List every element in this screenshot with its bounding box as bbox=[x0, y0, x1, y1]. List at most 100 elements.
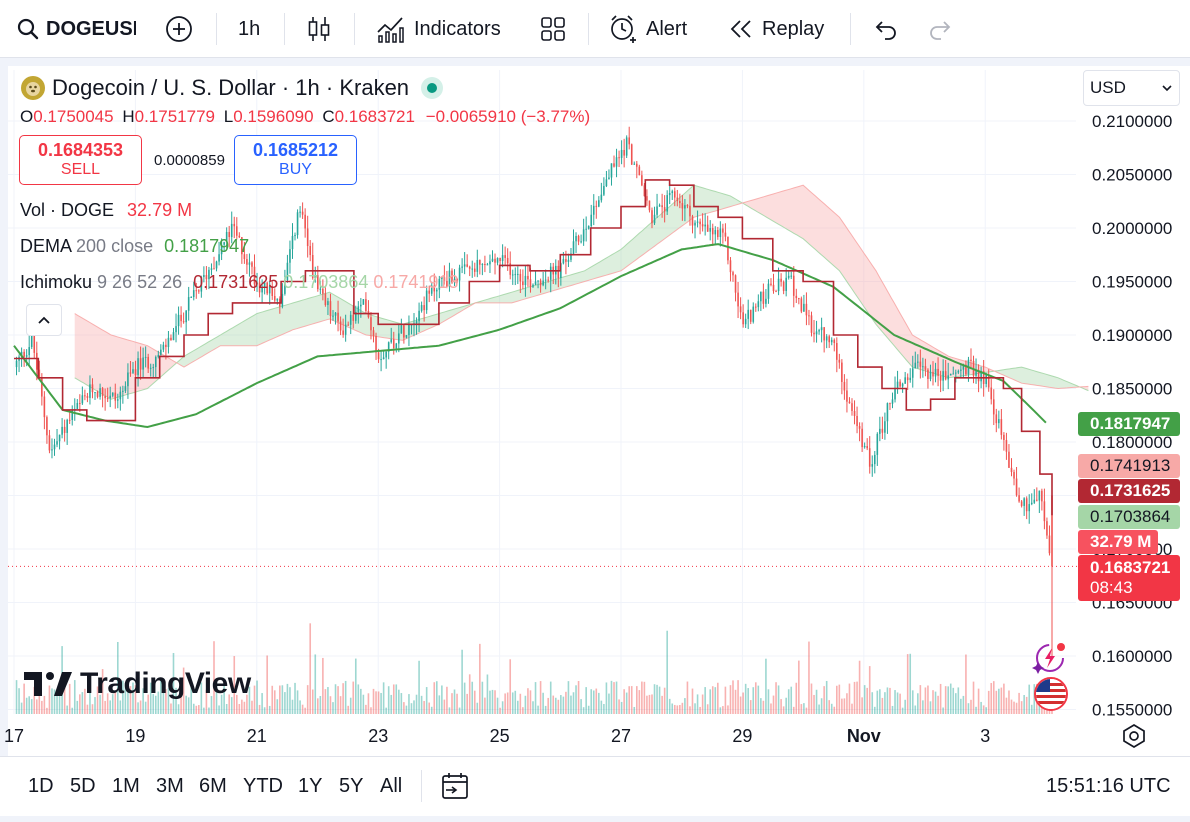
candle bbox=[658, 203, 661, 207]
legend-title[interactable]: Dogecoin / U. S. Dollar · 1h · Kraken bbox=[52, 75, 410, 100]
candle bbox=[420, 301, 423, 313]
interval-button[interactable]: 1h bbox=[238, 10, 260, 48]
volume-bar bbox=[134, 684, 137, 714]
axis-settings-button[interactable] bbox=[1120, 722, 1148, 750]
range-5y[interactable]: 5Y bbox=[339, 775, 364, 797]
candle bbox=[1005, 432, 1008, 460]
candle bbox=[527, 264, 529, 287]
candle bbox=[99, 383, 101, 400]
candle bbox=[111, 392, 114, 398]
currency-select[interactable]: USD bbox=[1083, 70, 1180, 106]
chart-type-button[interactable] bbox=[306, 10, 332, 48]
volume-bar bbox=[749, 700, 752, 714]
candle bbox=[210, 263, 213, 276]
volume-bar bbox=[656, 684, 658, 714]
volume-bar bbox=[891, 705, 894, 714]
economic-events-button[interactable] bbox=[1034, 677, 1068, 711]
low-value: 0.1596090 bbox=[233, 107, 314, 126]
volume-bar bbox=[985, 707, 987, 714]
goto-date-button[interactable] bbox=[440, 771, 470, 806]
alert-label: Alert bbox=[646, 17, 688, 40]
candle bbox=[106, 387, 109, 403]
candle bbox=[1028, 494, 1031, 524]
buy-button[interactable]: 0.1685212 BUY bbox=[234, 135, 357, 185]
candle bbox=[243, 241, 246, 264]
collapse-legend-button[interactable] bbox=[26, 304, 62, 336]
volume-bar bbox=[413, 700, 415, 714]
volume-bar bbox=[547, 697, 549, 714]
undo-button[interactable] bbox=[872, 10, 898, 48]
time-axis: 17 19 21 23 25 27 29 Nov 3 bbox=[4, 565, 1078, 746]
range-3m[interactable]: 3M bbox=[156, 775, 184, 797]
range-ytd[interactable]: YTD bbox=[243, 775, 283, 797]
utc-clock[interactable]: 15:51:16 UTC bbox=[1046, 775, 1171, 797]
range-1y[interactable]: 1Y bbox=[298, 775, 323, 797]
candle bbox=[1043, 488, 1046, 530]
volume-bar bbox=[537, 705, 539, 714]
candle bbox=[43, 391, 46, 430]
candle bbox=[438, 275, 441, 299]
candle bbox=[613, 155, 615, 168]
volume-bar bbox=[400, 693, 403, 714]
volume-bar bbox=[876, 690, 879, 714]
candle bbox=[322, 279, 324, 301]
candle bbox=[271, 280, 274, 300]
range-5d[interactable]: 5D bbox=[70, 775, 96, 797]
candle bbox=[547, 276, 549, 283]
alert-button[interactable]: Alert bbox=[608, 10, 687, 48]
chart-pane[interactable] bbox=[8, 66, 1190, 816]
replay-button[interactable]: Replay bbox=[728, 10, 824, 48]
alarm-clock-icon bbox=[611, 15, 636, 43]
volume-bar bbox=[625, 692, 628, 714]
symbol-search[interactable]: DOGEUSD bbox=[16, 10, 136, 48]
candle bbox=[1023, 497, 1025, 516]
toolbar-divider bbox=[850, 13, 851, 45]
volume-bar bbox=[167, 688, 170, 714]
candles bbox=[15, 126, 1053, 661]
range-6m[interactable]: 6M bbox=[199, 775, 227, 797]
volume-bar bbox=[1023, 695, 1025, 714]
volume-bar bbox=[803, 703, 805, 714]
compare-button[interactable] bbox=[164, 10, 194, 48]
volume-bar bbox=[144, 701, 147, 714]
volume-bar bbox=[653, 684, 656, 714]
ichimoku-legend[interactable]: Ichimoku 9 26 52 26 0.1731625 0.1703864 … bbox=[20, 272, 458, 293]
volume-legend[interactable]: Vol · DOGE 32.79 M bbox=[20, 200, 192, 221]
indicators-button[interactable]: Indicators bbox=[376, 10, 501, 48]
volume-bar bbox=[679, 705, 681, 714]
cloud-bullish-segment bbox=[994, 367, 1083, 389]
candle bbox=[990, 379, 993, 405]
volume-bar bbox=[175, 687, 177, 714]
volume-bar bbox=[35, 699, 38, 714]
volume-bar bbox=[276, 699, 279, 714]
candle bbox=[623, 138, 625, 168]
volume-price-label: 32.79 M bbox=[1078, 530, 1158, 554]
bottom-toolbar: 1D 5D 1M 3M 6M YTD 1Y 5Y All 15:51:16 UT… bbox=[0, 756, 1190, 816]
volume-bar bbox=[1000, 687, 1003, 714]
candle bbox=[458, 264, 461, 292]
range-1d[interactable]: 1D bbox=[28, 775, 54, 797]
candle bbox=[557, 260, 560, 288]
candle bbox=[1003, 432, 1005, 451]
range-1m[interactable]: 1M bbox=[112, 775, 140, 797]
redo-button[interactable] bbox=[928, 10, 954, 48]
candle bbox=[866, 438, 868, 451]
volume-bar bbox=[205, 689, 208, 714]
volume-bar bbox=[96, 686, 99, 714]
range-all[interactable]: All bbox=[380, 775, 403, 797]
candle bbox=[957, 369, 960, 375]
volume-bar bbox=[836, 685, 838, 714]
volume-bar bbox=[562, 696, 565, 714]
candle bbox=[787, 271, 790, 280]
dema-legend[interactable]: DEMA 200 close 0.1817947 bbox=[20, 236, 249, 257]
volume-bar bbox=[686, 681, 689, 714]
sell-button[interactable]: 0.1684353 SELL bbox=[19, 135, 142, 185]
candle bbox=[722, 223, 724, 244]
price-tick-label: 0.2100000 bbox=[1092, 112, 1172, 131]
volume-bar bbox=[772, 695, 775, 714]
candle bbox=[1025, 496, 1028, 520]
candle bbox=[46, 415, 48, 444]
magic-flash-button[interactable] bbox=[1032, 640, 1068, 676]
layout-button[interactable] bbox=[540, 10, 566, 48]
